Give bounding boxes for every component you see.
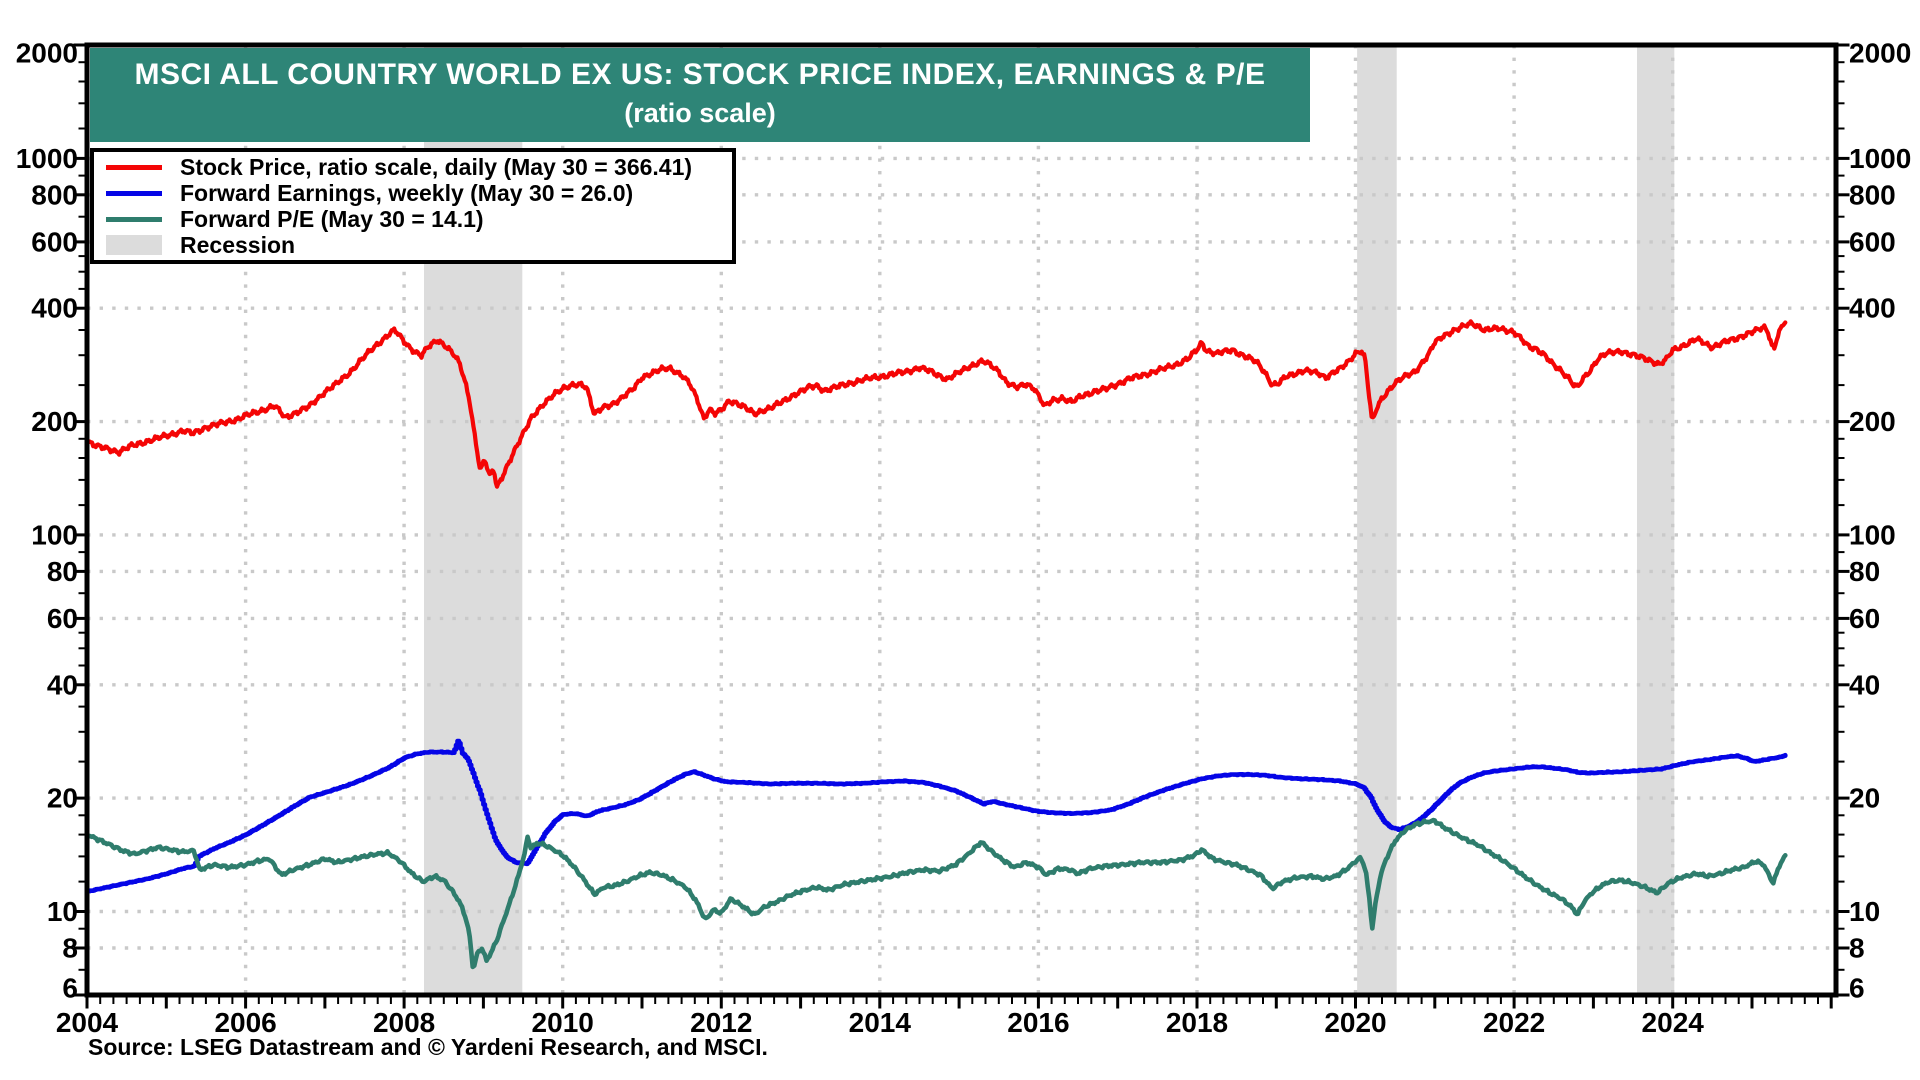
y-axis-label-left: 2000	[16, 38, 78, 69]
y-axis-label-right: 200	[1849, 406, 1896, 437]
legend-label: Recession	[180, 231, 296, 258]
legend-item-forward-pe: Forward P/E (May 30 = 14.1)	[106, 206, 732, 232]
y-axis-label-right: 800	[1849, 179, 1896, 210]
x-axis-label: 2010	[532, 1007, 594, 1038]
y-axis-label-left: 1000	[16, 143, 78, 174]
y-axis-label-right: 2000	[1849, 38, 1911, 69]
y-axis-label-right: 100	[1849, 519, 1896, 550]
legend-label: Forward P/E (May 30 = 14.1)	[180, 205, 484, 232]
y-axis-label-right: 400	[1849, 293, 1896, 324]
y-axis-label-left: 8	[62, 933, 78, 964]
y-axis-label-left: 10	[47, 896, 78, 927]
axis-labels: 2000 2000 1000 1000 800 800 600 600 400 400 200 200…	[16, 38, 1912, 1039]
stock-price-daily-line	[84, 319, 1788, 489]
y-axis-label-left: 100	[31, 519, 78, 550]
y-axis-label-left: 200	[31, 406, 78, 437]
y-axis-label-left: 800	[31, 179, 78, 210]
y-axis-label-left: 20	[47, 783, 78, 814]
y-axis-label-left: 400	[31, 293, 78, 324]
recession-swatch-icon	[106, 235, 162, 255]
x-axis-label: 2024	[1642, 1007, 1705, 1038]
legend-item-forward-earnings: Forward Earnings, weekly (May 30 = 26.0)	[106, 180, 732, 206]
y-axis-label-left: 6	[62, 973, 78, 1004]
y-axis-label-right: 8	[1849, 933, 1865, 964]
recession-band	[1637, 45, 1675, 995]
forward-earnings-weekly-line	[84, 738, 1788, 894]
axis-ticks	[73, 43, 1850, 1009]
title-banner: MSCI ALL COUNTRY WORLD EX US: STOCK PRIC…	[90, 48, 1310, 142]
x-axis-label: 2016	[1007, 1007, 1069, 1038]
x-axis-label: 2004	[56, 1007, 119, 1038]
legend-label: Forward Earnings, weekly (May 30 = 26.0)	[180, 179, 634, 206]
x-axis-label: 2008	[373, 1007, 435, 1038]
chart-title: MSCI ALL COUNTRY WORLD EX US: STOCK PRIC…	[134, 58, 1266, 91]
stock-price-swatch-icon	[106, 164, 162, 170]
recession-band	[1357, 45, 1397, 995]
y-axis-label-right: 40	[1849, 669, 1880, 700]
legend-label: Stock Price, ratio scale, daily (May 30 …	[180, 153, 693, 180]
legend-item-stock-price: Stock Price, ratio scale, daily (May 30 …	[106, 154, 732, 180]
y-axis-label-left: 600	[31, 226, 78, 257]
forward-pe-swatch-icon	[106, 216, 162, 222]
y-axis-label-right: 10	[1849, 896, 1880, 927]
legend-item-recession: Recession	[106, 232, 732, 258]
y-axis-label-right: 1000	[1849, 143, 1911, 174]
plot-border	[84, 42, 1839, 998]
forward-p-e-line	[84, 817, 1788, 970]
y-axis-label-right: 20	[1849, 783, 1880, 814]
y-axis-label-right: 600	[1849, 226, 1896, 257]
x-axis-label: 2018	[1166, 1007, 1228, 1038]
source-note: Source: LSEG Datastream and © Yardeni Re…	[88, 1034, 768, 1060]
y-axis-label-right: 80	[1849, 556, 1880, 587]
y-axis-label-left: 80	[47, 556, 78, 587]
legend: Stock Price, ratio scale, daily (May 30 …	[90, 148, 736, 264]
chart-subtitle: (ratio scale)	[624, 98, 776, 128]
x-axis-label: 2022	[1483, 1007, 1545, 1038]
x-axis-label: 2020	[1324, 1007, 1386, 1038]
x-axis-label: 2014	[849, 1007, 912, 1038]
x-axis-label: 2006	[214, 1007, 276, 1038]
y-axis-label-right: 60	[1849, 603, 1880, 634]
forward-earnings-swatch-icon	[106, 190, 162, 196]
y-axis-label-right: 6	[1849, 973, 1865, 1004]
y-axis-label-left: 40	[47, 669, 78, 700]
x-axis-label: 2012	[690, 1007, 752, 1038]
y-axis-label-left: 60	[47, 603, 78, 634]
